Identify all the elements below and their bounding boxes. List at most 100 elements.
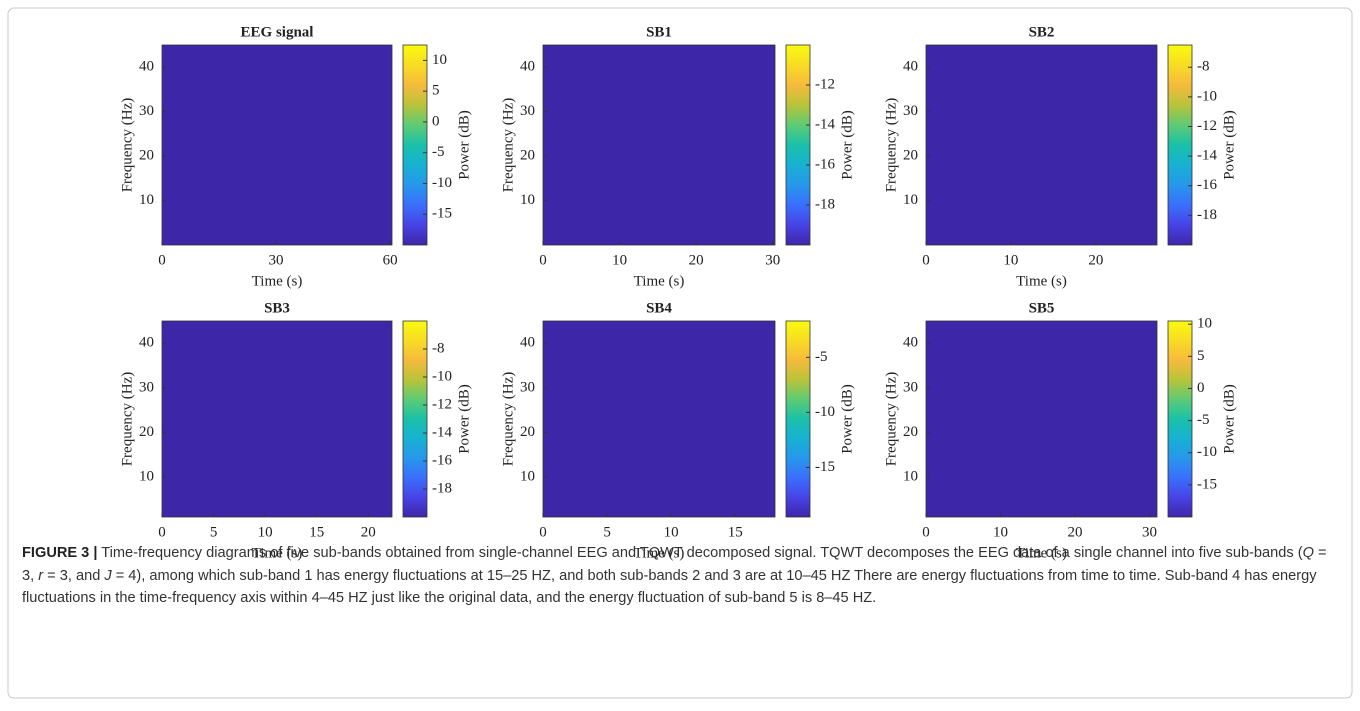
x-tick-label: 10: [612, 252, 627, 268]
colorbar-tick-label: -15: [432, 206, 452, 222]
colorbar-tick-label: 5: [432, 83, 440, 99]
y-axis-label: Frequency (Hz): [500, 98, 516, 193]
colorbar-tick-label: -5: [432, 144, 445, 160]
caption-text: = 3, and: [43, 567, 105, 584]
y-tick-label: 40: [139, 335, 154, 351]
colorbar-tick-label: -8: [1197, 59, 1210, 75]
y-tick-label: 40: [520, 335, 535, 351]
x-tick-label: 10: [258, 524, 273, 540]
caption-text: Q: [1302, 545, 1314, 561]
caption-text: Time-frequency diagrams of five sub-band…: [97, 545, 1303, 561]
x-tick-label: 30: [1142, 524, 1157, 540]
x-tick-label: 5: [210, 524, 218, 540]
y-tick-label: 40: [903, 335, 918, 351]
x-axis-label: Time (s): [1016, 273, 1067, 289]
heatmap-area: [161, 320, 393, 518]
caption-text: = 3,: [22, 545, 1327, 584]
colorbar: [785, 44, 811, 246]
y-axis-label: Frequency (Hz): [119, 372, 135, 467]
figure-border: [7, 7, 1353, 699]
colorbar-label: Power (dB): [456, 110, 472, 180]
colorbar-label: Power (dB): [839, 110, 855, 180]
colorbar: [402, 320, 428, 518]
x-tick-label: 5: [603, 524, 611, 540]
heatmap-area: [161, 44, 393, 246]
colorbar-tick-label: -16: [432, 452, 452, 468]
y-tick-label: 10: [520, 468, 535, 484]
y-tick-label: 20: [520, 148, 535, 164]
y-tick-label: 10: [139, 192, 154, 208]
y-tick-label: 20: [520, 424, 535, 440]
x-tick-label: 20: [361, 524, 376, 540]
x-tick-label: 60: [383, 252, 398, 268]
caption-text: J: [104, 567, 112, 584]
caption: FIGURE 3 | Time-frequency diagrams of fi…: [22, 542, 1340, 610]
x-tick-label: 0: [922, 524, 930, 540]
colorbar: [1167, 320, 1193, 518]
y-tick-label: 10: [520, 192, 535, 208]
colorbar-tick-label: -18: [432, 480, 452, 496]
panel-title: SB2: [1029, 24, 1055, 40]
x-tick-label: 10: [664, 524, 679, 540]
panel-title: SB4: [646, 300, 672, 316]
y-tick-label: 30: [139, 379, 154, 395]
x-tick-label: 0: [539, 524, 547, 540]
colorbar-tick-label: -14: [815, 116, 835, 132]
colorbar-tick-label: 10: [1197, 316, 1212, 332]
colorbar-tick-label: -14: [432, 424, 452, 440]
colorbar-tick-label: -10: [432, 175, 452, 191]
colorbar-tick-label: -16: [1197, 177, 1217, 193]
x-axis-label: Time (s): [1016, 545, 1067, 561]
colorbar-label: Power (dB): [456, 384, 472, 454]
x-tick-label: 20: [689, 252, 704, 268]
x-tick-label: 0: [922, 252, 930, 268]
colorbar-label: Power (dB): [1221, 110, 1237, 180]
x-tick-label: 15: [309, 524, 324, 540]
x-tick-label: 20: [1068, 524, 1083, 540]
colorbar-tick-label: -10: [1197, 88, 1217, 104]
colorbar-tick-label: -12: [1197, 118, 1217, 134]
y-axis-label: Frequency (Hz): [883, 98, 899, 193]
heatmap-area: [925, 320, 1158, 518]
x-tick-label: 10: [1003, 252, 1018, 268]
colorbar-tick-label: -10: [432, 368, 452, 384]
colorbar-tick-label: -16: [815, 156, 835, 172]
colorbar-label: Power (dB): [1221, 384, 1237, 454]
colorbar-tick-label: -5: [1197, 412, 1210, 428]
colorbar-tick-label: -15: [1197, 476, 1217, 492]
colorbar-tick-label: 0: [432, 113, 440, 129]
heatmap-area: [925, 44, 1158, 246]
colorbar: [785, 320, 811, 518]
y-axis-label: Frequency (Hz): [500, 372, 516, 467]
y-tick-label: 20: [139, 424, 154, 440]
colorbar-tick-label: -12: [432, 396, 452, 412]
x-tick-label: 0: [158, 252, 166, 268]
colorbar-tick-label: -10: [1197, 444, 1217, 460]
y-tick-label: 30: [139, 103, 154, 119]
colorbar-tick-label: 5: [1197, 348, 1205, 364]
y-axis-label: Frequency (Hz): [883, 372, 899, 467]
colorbar-tick-label: -15: [815, 459, 835, 475]
caption-text: r: [38, 567, 44, 584]
y-tick-label: 40: [903, 59, 918, 75]
x-axis-label: Time (s): [252, 273, 303, 289]
colorbar-tick-label: -8: [432, 340, 445, 356]
caption-text: = 4), among which sub-band 1 has energy …: [22, 567, 1317, 607]
x-axis-label: Time (s): [634, 545, 685, 561]
panel-title: SB1: [646, 24, 672, 40]
colorbar: [402, 44, 428, 246]
y-tick-label: 30: [520, 379, 535, 395]
y-tick-label: 30: [903, 379, 918, 395]
x-axis-label: Time (s): [252, 545, 303, 561]
y-tick-label: 30: [903, 103, 918, 119]
colorbar-tick-label: -12: [815, 76, 835, 92]
y-tick-label: 20: [139, 148, 154, 164]
y-tick-label: 40: [520, 59, 535, 75]
colorbar: [1167, 44, 1193, 246]
y-axis-label: Frequency (Hz): [119, 98, 135, 193]
y-tick-label: 20: [903, 148, 918, 164]
y-tick-label: 20: [903, 424, 918, 440]
y-tick-label: 10: [903, 192, 918, 208]
